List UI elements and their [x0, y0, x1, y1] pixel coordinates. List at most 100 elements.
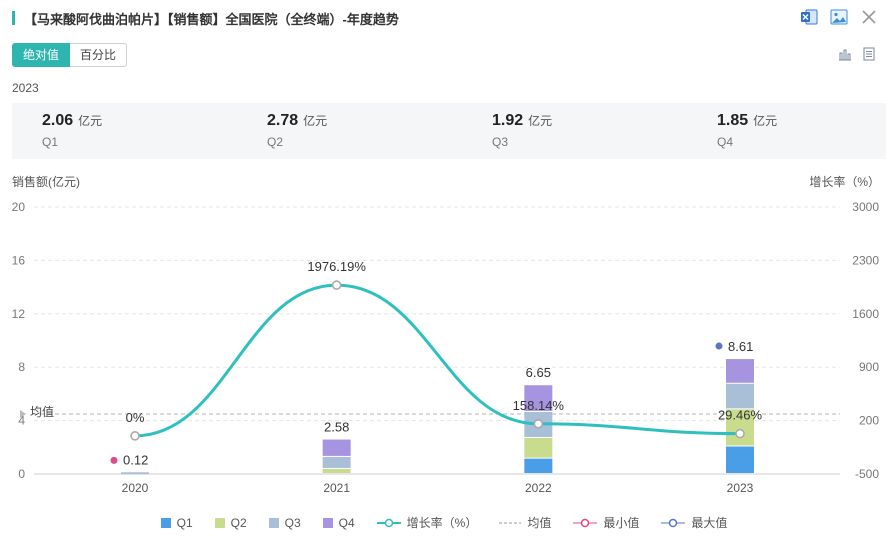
summary-value: 2.06 [42, 112, 74, 129]
value-mode-toggle: 绝对值 百分比 [12, 43, 128, 67]
title-bar: 【马来酸阿伐曲泊帕片】【销售额】全国医院（全终端）-年度趋势 [0, 0, 888, 36]
right-tick-label: 3000 [852, 200, 879, 214]
right-tick-label: -500 [855, 467, 879, 481]
left-tick-label: 20 [12, 200, 26, 214]
legend-label: Q3 [284, 515, 301, 530]
close-icon[interactable] [860, 8, 878, 26]
right-tick-label: 900 [859, 360, 879, 374]
title-accent-bar [12, 11, 15, 25]
bar-segment-q2 [726, 409, 754, 446]
summary-value: 1.85 [717, 112, 749, 129]
left-tick-label: 4 [18, 414, 25, 428]
min-value-marker [110, 456, 118, 464]
growth-value-label: 29.46% [718, 408, 763, 423]
min-marker-swatch [573, 518, 598, 527]
growth-point [130, 431, 140, 441]
summary-unit: 亿元 [753, 114, 778, 128]
bar-segment-q2 [322, 468, 351, 473]
excel-export-icon[interactable] [800, 8, 818, 26]
summary-unit: 亿元 [528, 114, 553, 128]
bar-segment-q2 [524, 437, 553, 458]
view-switcher [838, 47, 876, 61]
growth-point [331, 280, 342, 290]
bar-segment-q4 [524, 385, 553, 411]
legend-label: 最大值 [691, 516, 728, 530]
quarter-summary-panel: 2.06 亿元 Q1 2.78 亿元 Q2 1.92 亿元 Q3 1.85 亿元 Q4 [12, 103, 886, 159]
bar-segment-q4 [121, 472, 149, 473]
legend-label: 增长率（%） [406, 516, 478, 530]
q3-swatch [268, 517, 279, 528]
q4-swatch [322, 517, 333, 528]
absolute-value-tab[interactable]: 绝对值 [12, 43, 71, 67]
sales-trend-chart: 0 4 8 12 16 20 -500 200 900 1600 2300 3000 均值 2020 202… [12, 200, 880, 495]
x-tick-label: 2020 [122, 481, 149, 495]
legend-item-average[interactable]: 均值 [499, 514, 551, 531]
legend-item-min[interactable]: 最小值 [573, 514, 639, 531]
growth-line-swatch [376, 518, 401, 527]
left-tick-label: 8 [18, 360, 25, 374]
total-value-label: 2.58 [324, 420, 349, 435]
top-toolbar [800, 8, 878, 26]
bar-segment-q1 [121, 473, 149, 475]
summary-value: 2.78 [267, 112, 299, 129]
bar-segment-q1 [524, 458, 553, 473]
q2-swatch [214, 517, 225, 528]
total-value-label: 8.61 [728, 339, 753, 354]
growth-rate-line [134, 283, 741, 438]
max-marker-swatch [661, 518, 686, 527]
chart-title: 【马来酸阿伐曲泊帕片】【销售额】全国医院（全终端）-年度趋势 [24, 12, 399, 27]
summary-unit: 亿元 [303, 114, 328, 128]
left-tick-label: 12 [12, 307, 26, 321]
growth-value-label: 158.14% [513, 398, 565, 413]
growth-point [533, 418, 544, 429]
right-axis-title: 增长率（%） [809, 175, 880, 189]
bar-segment-q4 [322, 439, 351, 456]
table-view-icon[interactable] [862, 47, 876, 61]
growth-point [735, 428, 745, 439]
legend-item-q1[interactable]: Q1 [160, 514, 193, 531]
right-tick-label: 200 [859, 414, 879, 428]
bar-segment-q3 [322, 456, 351, 468]
legend-label: Q1 [176, 515, 193, 530]
bar-segment-q3 [121, 472, 149, 474]
average-label: 均值 [30, 404, 54, 419]
summary-item-q2: 2.78 亿元 Q2 [267, 112, 327, 149]
summary-value: 1.92 [492, 112, 524, 129]
max-value-marker [715, 342, 723, 350]
legend-label: 最小值 [603, 516, 640, 530]
average-line-swatch [499, 522, 522, 523]
summary-year: 2023 [12, 81, 39, 95]
growth-value-label: 0% [126, 410, 145, 425]
summary-label: Q1 [42, 135, 59, 149]
legend-item-q4[interactable]: Q4 [322, 514, 355, 531]
legend-item-growth[interactable]: 增长率（%） [376, 514, 478, 531]
bar-segment-q3 [726, 383, 754, 409]
chart-legend: Q1 Q2 Q3 Q4 增长率（%） 均值 最小值 最大值 [0, 514, 888, 531]
summary-item-q4: 1.85 亿元 Q4 [717, 112, 777, 149]
growth-value-label: 1976.19% [307, 259, 366, 274]
summary-item-q3: 1.92 亿元 Q3 [492, 112, 552, 149]
right-tick-label: 2300 [852, 253, 879, 267]
summary-label: Q3 [492, 135, 509, 149]
left-axis-title: 销售额(亿元) [12, 175, 80, 189]
percent-tab[interactable]: 百分比 [70, 43, 128, 67]
legend-item-max[interactable]: 最大值 [661, 514, 727, 531]
bar-chart-view-icon[interactable] [838, 47, 852, 61]
legend-item-q2[interactable]: Q2 [214, 514, 247, 531]
summary-item-q1: 2.06 亿元 Q1 [42, 112, 102, 149]
x-tick-label: 2022 [525, 481, 552, 495]
bar-segment-q4 [726, 359, 754, 383]
right-tick-label: 1600 [852, 307, 879, 321]
left-tick-label: 0 [18, 467, 25, 481]
legend-label: Q2 [230, 515, 247, 530]
legend-item-q3[interactable]: Q3 [268, 514, 301, 531]
left-tick-label: 16 [12, 253, 26, 267]
summary-label: Q2 [267, 135, 284, 149]
q1-swatch [160, 517, 171, 528]
x-tick-label: 2023 [727, 481, 754, 495]
legend-label: Q4 [338, 515, 355, 530]
bar-segment-q2 [121, 473, 149, 474]
average-marker-icon [20, 410, 26, 419]
summary-unit: 亿元 [78, 114, 103, 128]
image-export-icon[interactable] [830, 8, 848, 26]
